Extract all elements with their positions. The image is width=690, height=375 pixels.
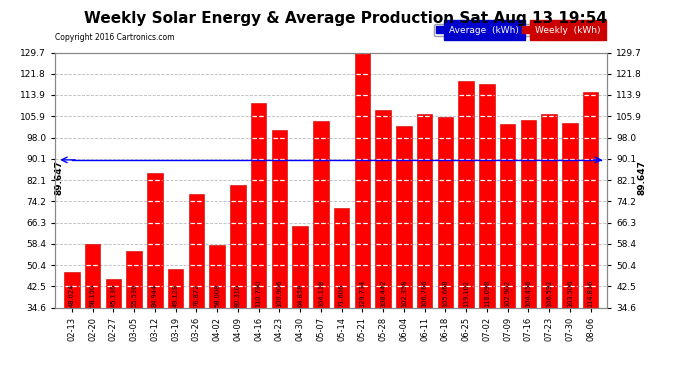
Text: 71.606: 71.606 <box>339 284 344 307</box>
Bar <box>437 117 453 308</box>
Bar <box>293 226 308 308</box>
Text: 105.668: 105.668 <box>442 279 448 307</box>
Bar <box>147 172 163 308</box>
Text: 58.008: 58.008 <box>214 284 220 307</box>
Text: 89.647: 89.647 <box>55 160 64 195</box>
Bar <box>64 272 79 308</box>
Text: 110.790: 110.790 <box>255 279 262 307</box>
Bar <box>458 81 474 308</box>
Text: 129.734: 129.734 <box>359 279 365 307</box>
Bar <box>375 110 391 308</box>
Bar <box>168 268 184 308</box>
Bar <box>355 53 370 308</box>
Bar <box>126 251 142 308</box>
Bar <box>479 84 495 308</box>
Bar <box>396 126 412 308</box>
Bar <box>562 123 578 308</box>
Bar <box>250 103 266 308</box>
Bar <box>417 114 433 308</box>
Text: 49.128: 49.128 <box>172 284 179 307</box>
Bar <box>520 120 536 308</box>
Bar <box>188 194 204 308</box>
Bar <box>313 121 328 308</box>
Text: 84.944: 84.944 <box>152 284 158 307</box>
Legend: Average  (kWh), Weekly  (kWh): Average (kWh), Weekly (kWh) <box>434 24 602 36</box>
Text: 106.592: 106.592 <box>546 279 552 307</box>
Bar <box>272 130 287 308</box>
Text: 114.816: 114.816 <box>588 279 593 307</box>
Text: 48.024: 48.024 <box>69 284 75 307</box>
Text: 118.098: 118.098 <box>484 279 490 307</box>
Text: 45.136: 45.136 <box>110 284 117 307</box>
Text: 58.150: 58.150 <box>90 284 95 307</box>
Text: 80.310: 80.310 <box>235 284 241 307</box>
Bar <box>334 208 349 308</box>
Text: 100.906: 100.906 <box>276 279 282 307</box>
Text: 106.766: 106.766 <box>422 279 428 307</box>
Text: 64.858: 64.858 <box>297 284 303 307</box>
Text: 55.536: 55.536 <box>131 284 137 307</box>
Text: 103.506: 103.506 <box>567 279 573 307</box>
Bar <box>230 185 246 308</box>
Bar <box>542 114 557 308</box>
Bar <box>583 92 598 308</box>
Text: 104.456: 104.456 <box>525 279 531 307</box>
Text: 102.358: 102.358 <box>401 279 407 307</box>
Bar <box>106 279 121 308</box>
Text: 108.442: 108.442 <box>380 279 386 307</box>
Text: 119.102: 119.102 <box>463 280 469 307</box>
Text: 102.902: 102.902 <box>504 279 511 307</box>
Text: 89.647: 89.647 <box>638 160 647 195</box>
Text: 76.872: 76.872 <box>193 284 199 307</box>
Bar <box>209 245 225 308</box>
Text: Copyright 2016 Cartronics.com: Copyright 2016 Cartronics.com <box>55 33 175 42</box>
Text: Weekly Solar Energy & Average Production Sat Aug 13 19:54: Weekly Solar Energy & Average Production… <box>83 11 607 26</box>
Bar <box>500 124 515 308</box>
Text: 104.118: 104.118 <box>318 279 324 307</box>
Bar <box>85 244 100 308</box>
